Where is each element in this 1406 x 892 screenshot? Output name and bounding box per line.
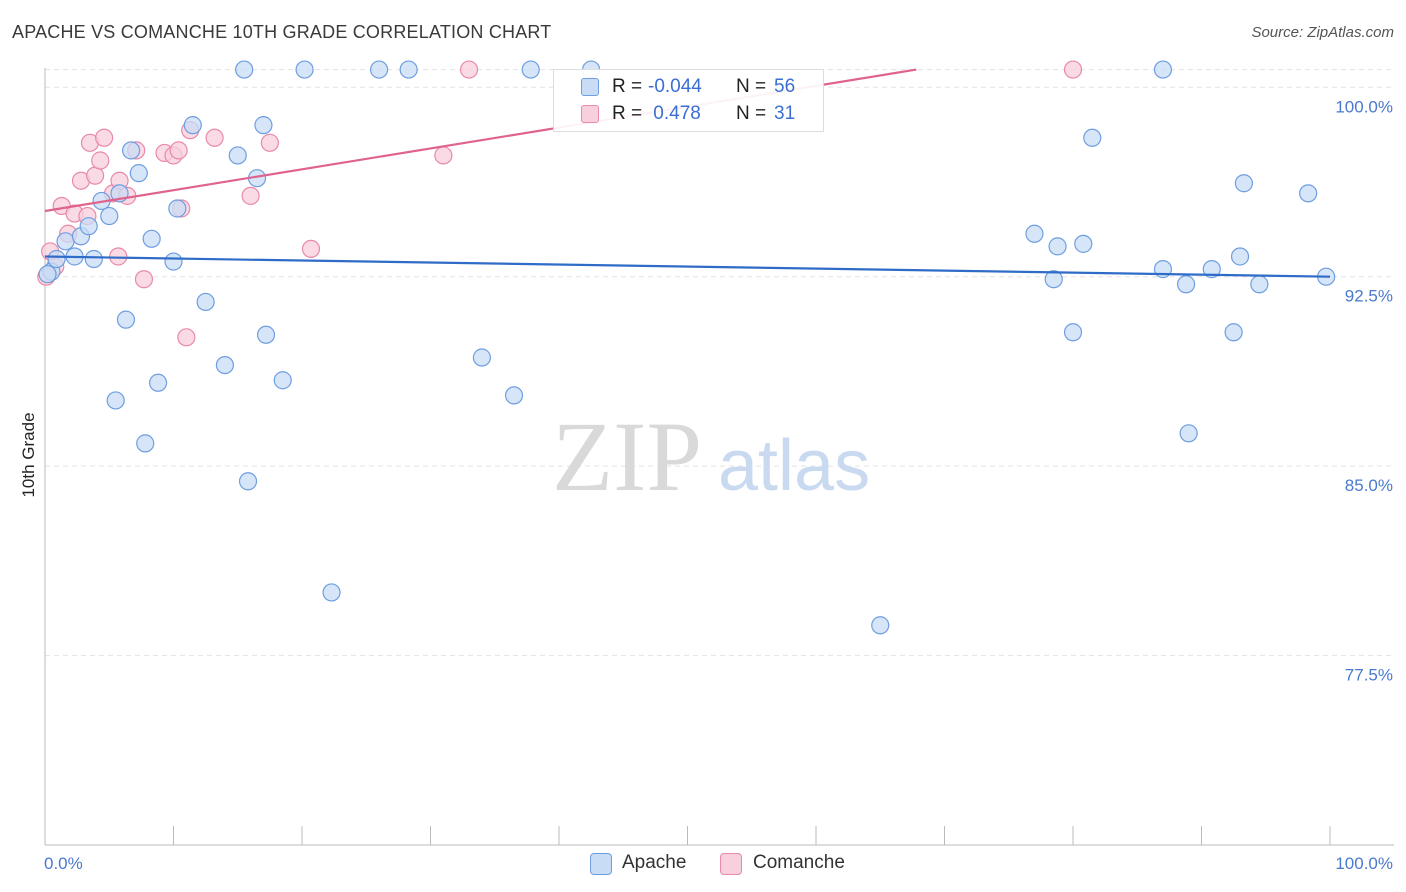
apache-point [136, 434, 155, 453]
apache-point [1048, 237, 1067, 256]
apache-point [215, 355, 234, 375]
comanche-point [241, 186, 260, 205]
apache-point [84, 249, 103, 269]
comanche-point [169, 141, 188, 160]
apache-point [322, 583, 341, 602]
apache-point [148, 373, 168, 392]
comanche-point [177, 328, 196, 347]
y-axis-label: 10th Grade [19, 412, 38, 497]
apache-swatch [581, 78, 599, 96]
apache-point [1230, 247, 1250, 266]
apache-point [1083, 128, 1102, 147]
y-tick-label: 85.0% [1345, 476, 1393, 495]
watermark: ZIP atlas [552, 401, 870, 512]
apache-point [1299, 184, 1318, 203]
comanche-r-label: R = [612, 103, 648, 124]
apache-point [1153, 60, 1173, 79]
apache-point [164, 252, 183, 271]
comanche-point [86, 166, 105, 185]
apache-r-label: R = [612, 76, 648, 97]
comanche-legend-swatch [720, 853, 742, 875]
chart-title: APACHE VS COMANCHE 10TH GRADE CORRELATIO… [12, 22, 552, 42]
apache-point [871, 616, 890, 635]
apache-point [399, 60, 418, 79]
apache-point [100, 206, 119, 226]
legend-row-apache: R = -0.044 N = 56 [554, 74, 823, 100]
stats-legend: R = -0.044 N = 56 R = 0.478 N = 31 [553, 69, 824, 132]
apache-point [504, 386, 524, 405]
comanche-point [1063, 60, 1083, 79]
comanche-point [205, 128, 224, 147]
comanche-n-value: 31 [774, 103, 796, 124]
apache-trend-line [44, 255, 1331, 278]
apache-point [56, 232, 75, 251]
apache-point [235, 60, 254, 79]
apache-point [1074, 234, 1093, 253]
apache-point [116, 310, 136, 329]
comanche-swatch [581, 105, 599, 123]
comanche-n-label: N = [736, 103, 772, 124]
comanche-legend-label: Comanche [753, 852, 845, 873]
apache-point [47, 249, 66, 269]
x-tick-label-max: 100.0% [1335, 854, 1393, 873]
apache-point [256, 325, 276, 344]
apache-r-value: -0.044 [648, 76, 702, 97]
apache-point [1179, 424, 1198, 443]
apache-legend-label: Apache [622, 852, 687, 873]
apache-point [1224, 323, 1243, 342]
comanche-point [134, 270, 154, 289]
x-tick-label-min: 0.0% [44, 854, 83, 873]
y-tick-label: 92.5% [1345, 287, 1393, 306]
apache-point [273, 371, 292, 390]
comanche-point [459, 60, 479, 79]
y-tick-label: 77.5% [1345, 666, 1393, 685]
comanche-point [260, 133, 279, 152]
apache-point [1234, 174, 1254, 193]
comanche-r-value: 0.478 [648, 103, 701, 124]
apache-point [254, 116, 273, 135]
apache-point [183, 116, 202, 135]
apache-point [295, 60, 314, 79]
apache-point [196, 292, 215, 312]
apache-point [106, 391, 125, 410]
apache-point [1202, 260, 1221, 279]
watermark-atlas: atlas [718, 426, 870, 506]
apache-point [129, 164, 148, 183]
comanche-point [434, 146, 453, 165]
apache-point [38, 265, 57, 284]
source-label: Source: ZipAtlas.com [1251, 24, 1394, 41]
apache-point [472, 348, 491, 367]
apache-point [228, 146, 247, 165]
apache-point [370, 60, 389, 79]
apache-point [79, 217, 98, 236]
apache-point [121, 141, 141, 160]
apache-point [521, 60, 540, 79]
apache-n-label: N = [736, 76, 772, 97]
grid-lines [45, 69, 1394, 657]
axes [44, 68, 1394, 846]
apache-point [142, 229, 161, 248]
apache-point [1250, 275, 1269, 294]
comanche-point [91, 151, 110, 170]
tick-labels: 77.5% 85.0% 92.5% 100.0% 0.0% 100.0% [44, 97, 1393, 873]
legend-row-comanche: R = 0.478 N = 31 [554, 101, 823, 127]
apache-point [238, 472, 258, 491]
comanche-point [301, 239, 321, 259]
watermark-zip: ZIP [552, 401, 702, 512]
apache-points [38, 60, 1336, 635]
apache-n-value: 56 [774, 76, 796, 97]
y-tick-label: 100.0% [1335, 97, 1393, 116]
apache-point [1044, 270, 1063, 289]
comanche-point [95, 128, 114, 147]
apache-legend-swatch [590, 853, 612, 875]
apache-point [1025, 224, 1044, 243]
apache-point [168, 199, 187, 218]
apache-point [1063, 323, 1083, 342]
apache-point [1176, 275, 1196, 294]
